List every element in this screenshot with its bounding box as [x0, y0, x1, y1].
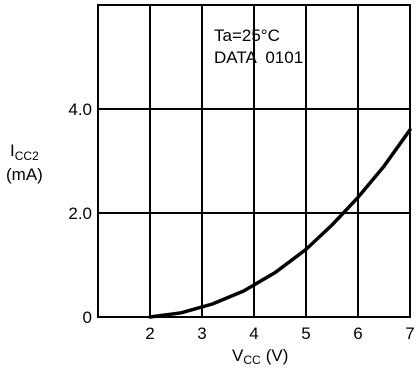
x-tick-label-7: 7 [405, 324, 414, 343]
y-axis-label-main: I [10, 141, 15, 160]
x-axis-label-main: V [232, 346, 244, 365]
x-axis-label-sub: CC [243, 353, 261, 367]
y-axis-label-sub: CC2 [15, 149, 39, 163]
y-axis-unit: (mA) [6, 165, 43, 184]
x-tick-label-3: 3 [197, 324, 206, 343]
grid [97, 4, 411, 318]
y-tick-label-4.0: 4.0 [68, 100, 92, 119]
tick-labels: 2 3 4 5 6 7 0 2.0 4.0 [68, 100, 414, 343]
x-axis-label-unit: (V) [266, 346, 289, 365]
x-tick-label-5: 5 [301, 324, 310, 343]
series-line-0 [148, 128, 412, 319]
x-tick-label-6: 6 [353, 324, 362, 343]
y-axis-label: ICC2 [10, 141, 39, 163]
x-tick-label-2: 2 [145, 324, 154, 343]
y-tick-label-2.0: 2.0 [68, 204, 92, 223]
y-tick-label-0: 0 [83, 308, 92, 327]
x-tick-label-4: 4 [249, 324, 258, 343]
annotation-data-code: DATA 0101 [214, 48, 303, 67]
series-curve-group [148, 128, 412, 319]
x-axis-label: VCC (V) [232, 346, 288, 367]
annotation-temperature: Ta=25°C [214, 26, 280, 45]
